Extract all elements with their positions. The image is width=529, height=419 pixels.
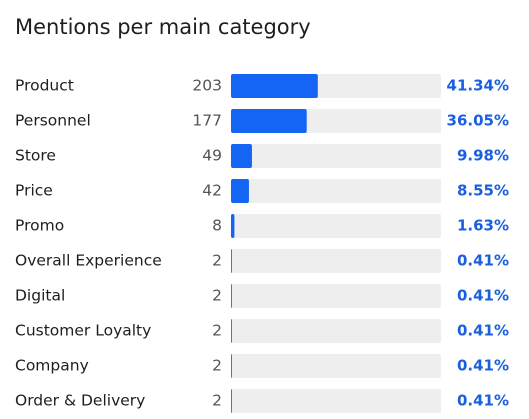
count-label: 2: [212, 287, 222, 305]
value-label: 41.34%: [447, 77, 509, 95]
bar-track: [231, 284, 441, 308]
chart-title: Mentions per main category: [15, 15, 311, 39]
category-label: Digital: [15, 287, 65, 305]
value-label: 8.55%: [457, 182, 509, 200]
value-label: 0.41%: [457, 322, 509, 340]
category-label: Promo: [15, 217, 64, 235]
count-label: 2: [212, 392, 222, 410]
category-label: Overall Experience: [15, 252, 162, 270]
value-label: 9.98%: [457, 147, 509, 165]
bar: [231, 354, 232, 378]
category-label: Company: [15, 357, 89, 375]
value-label: 1.63%: [457, 217, 509, 235]
count-label: 2: [212, 252, 222, 270]
bar-track: [231, 179, 441, 203]
value-label: 0.41%: [457, 357, 509, 375]
bar: [231, 74, 318, 98]
count-label: 2: [212, 357, 222, 375]
count-label: 2: [212, 322, 222, 340]
category-label: Customer Loyalty: [15, 322, 151, 340]
bar: [231, 144, 252, 168]
bar: [231, 319, 232, 343]
bar: [231, 249, 232, 273]
category-label: Personnel: [15, 112, 91, 130]
count-label: 8: [212, 217, 222, 235]
bar-track: [231, 389, 441, 413]
value-label: 0.41%: [457, 252, 509, 270]
value-label: 0.41%: [457, 392, 509, 410]
bar: [231, 179, 249, 203]
count-label: 49: [202, 147, 222, 165]
count-label: 203: [192, 77, 222, 95]
category-label: Store: [15, 147, 56, 165]
count-label: 177: [192, 112, 222, 130]
bar-track: [231, 144, 441, 168]
category-label: Price: [15, 182, 53, 200]
bar-track: [231, 319, 441, 343]
value-label: 0.41%: [457, 287, 509, 305]
bar-track: [231, 354, 441, 378]
category-label: Order & Delivery: [15, 392, 145, 410]
bar: [231, 284, 232, 308]
bar: [231, 109, 307, 133]
value-label: 36.05%: [447, 112, 509, 130]
bar: [231, 214, 235, 238]
bar-track: [231, 249, 441, 273]
category-label: Product: [15, 77, 74, 95]
bar-track: [231, 214, 441, 238]
count-label: 42: [202, 182, 222, 200]
bar: [231, 389, 232, 413]
